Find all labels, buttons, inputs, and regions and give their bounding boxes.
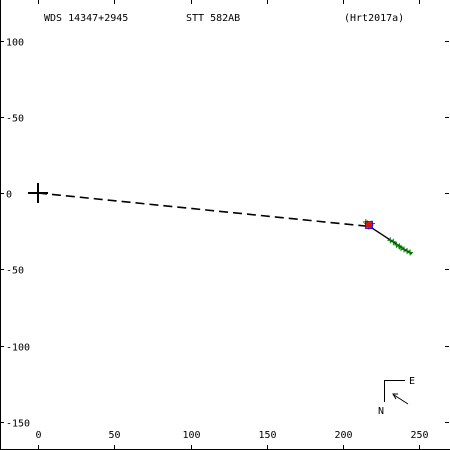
x-tick-label: 100 xyxy=(182,430,200,441)
y-tick-label: -100 xyxy=(6,343,30,354)
compass-arrow-head xyxy=(392,393,398,400)
y-tick-group: 100 -50 0 -50 -100 -150 xyxy=(0,38,449,430)
reference-label: (Hrt2017a) xyxy=(344,13,404,24)
compass-north-label: N xyxy=(378,406,384,417)
dashed-connector-line xyxy=(37,192,371,228)
x-tick-label: 150 xyxy=(258,430,276,441)
y-tick-label: 0 xyxy=(6,190,12,201)
compass-east-label: E xyxy=(409,376,415,387)
x-tick-label: 250 xyxy=(410,430,428,441)
x-tick-label: 50 xyxy=(108,430,120,441)
x-tick-group: 0 50 100 150 200 250 xyxy=(35,0,429,449)
compass: E N xyxy=(378,376,415,417)
discoverer-label: STT 582AB xyxy=(186,13,240,24)
x-tick-label: 200 xyxy=(334,430,352,441)
x-tick-label: 0 xyxy=(35,430,41,441)
compass-arrow-shaft xyxy=(393,394,409,405)
y-tick-label: 100 xyxy=(6,38,24,49)
data-marks xyxy=(28,183,414,256)
wds-id-label: WDS 14347+2945 xyxy=(44,13,128,24)
y-tick-label: -50 xyxy=(6,114,24,125)
y-tick-label: -150 xyxy=(6,419,30,430)
highlight-position-marker xyxy=(364,221,373,230)
y-tick-label: -50 xyxy=(6,266,24,277)
